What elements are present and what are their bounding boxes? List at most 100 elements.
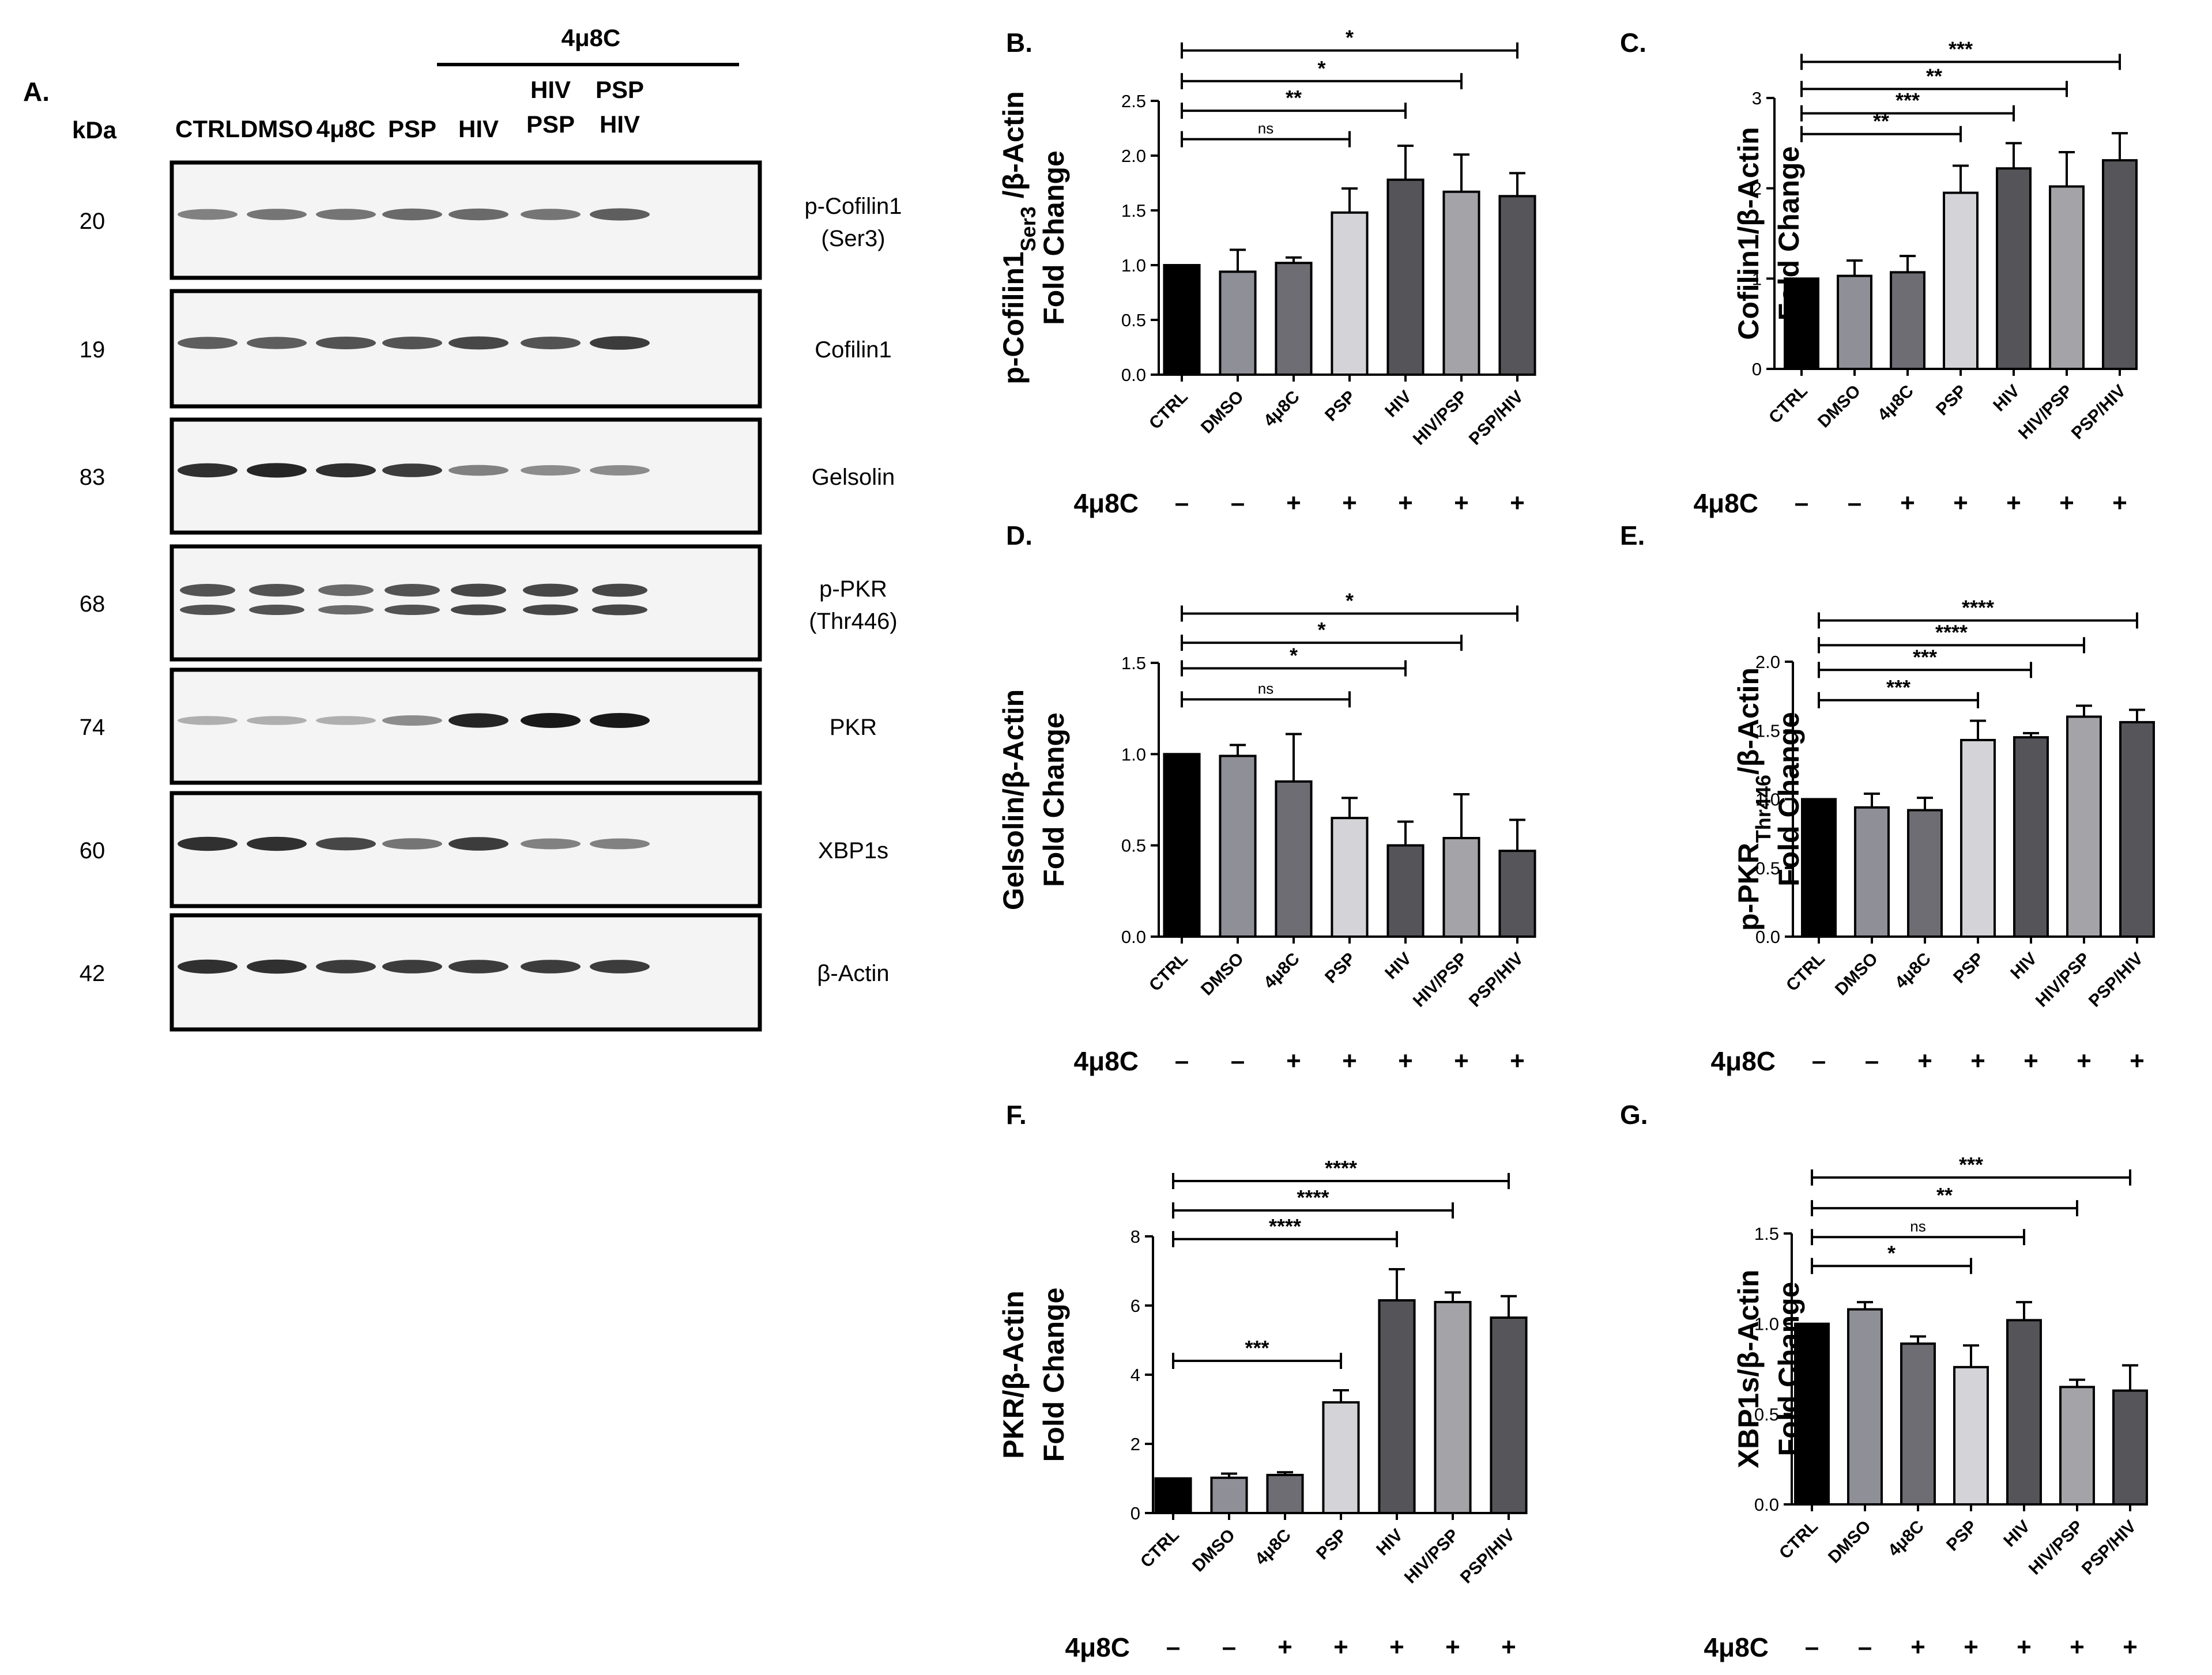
treatment-sign: + [2130,1047,2145,1075]
significance-label: *** [1959,1153,1983,1176]
bar [1322,1401,1360,1514]
blot-band [382,960,442,974]
bar [1386,844,1425,938]
blot-band [178,716,238,725]
y-tick-label: 2.0 [1755,652,1780,672]
significance-label: *** [1245,1336,1269,1360]
panel-label: B. [1006,28,1032,58]
bar [2102,159,2138,370]
blot-band [385,584,440,597]
significance-label: *** [1896,89,1920,112]
blot-band [592,583,647,597]
bar [1442,190,1480,376]
y-tick-label: 0 [1752,359,1762,379]
blot-band [318,584,374,597]
bar [1163,753,1201,938]
blot-band [178,836,238,851]
blot-band [385,605,440,615]
bar [1386,178,1425,376]
y-tick-label: 3 [1752,88,1762,108]
significance-label: *** [1886,676,1910,699]
protein-label: (Ser3) [821,226,885,251]
bar [1943,191,1979,370]
significance-label: ** [1936,1183,1953,1207]
lane-label: HIV [600,111,640,138]
blot-band [178,463,238,478]
y-tick-label: 0.0 [1121,365,1146,385]
chart-c: C.Cofilin1/β-Actin Fold Change0123CTRL–DM… [1620,28,2138,518]
treatment-label: 4μ8C [1073,1046,1139,1076]
y-axis-label: Fold Change [1038,1288,1070,1462]
blot-band [592,604,647,616]
bar [1275,262,1313,376]
protein-label: p-Cofilin1 [805,194,902,219]
y-tick-label: 0.5 [1754,1404,1779,1424]
kda-value: 60 [80,838,105,863]
bar [2059,1386,2095,1506]
blot-band [449,960,508,974]
significance-label: ** [1926,64,1942,88]
bar [1960,738,1996,938]
kda-value: 42 [80,961,105,986]
treatment-sign: + [2023,1047,2038,1075]
bar [1154,1477,1192,1514]
treatment-sign: + [1333,1633,1348,1661]
treatment-sign: + [1510,489,1525,517]
treatment-sign: + [1510,1047,1525,1075]
treatment-sign: – [1805,1633,1819,1661]
y-tick-label: 4 [1131,1365,1140,1385]
bar [2066,715,2102,938]
significance-label: * [1887,1241,1896,1265]
blot-band [449,208,508,221]
bar [1266,1474,1304,1514]
blot-band [180,605,235,615]
y-tick-label: 2.0 [1121,146,1146,166]
y-tick-label: 1.5 [1121,201,1146,221]
treatment-sign: – [1175,1047,1189,1075]
blot-band [590,465,650,476]
blot-band [318,605,374,615]
treatment-sign: + [1970,1047,1985,1075]
bar [1219,754,1257,938]
blot-band [521,465,581,476]
blot-band [249,584,304,597]
panel-label: C. [1620,28,1646,58]
significance-label: *** [1949,37,1973,61]
significance-label: * [1290,644,1298,667]
blot-band [247,836,307,851]
kda-value: 68 [80,591,105,617]
bar [1490,1316,1528,1514]
treatment-sign: + [1953,489,1968,517]
significance-label: ** [1286,86,1302,110]
treatment-sign: + [1454,489,1469,517]
lane-label: 4μ8C [316,115,376,142]
bar [1847,1308,1883,1506]
treatment-sign: – [1166,1633,1180,1661]
significance-label: **** [1297,1186,1329,1209]
blot-band [247,716,307,725]
y-axis-label: Fold Change [1038,712,1070,887]
blot-band [590,838,650,850]
blot-band [521,337,581,349]
y-tick-label: 2 [1131,1434,1140,1454]
y-axis-label: XBP1s/β-Actin [1732,1270,1765,1468]
treatment-sign: + [1389,1633,1404,1661]
bar [1219,270,1257,376]
treatment-header: 4μ8C [562,24,621,51]
y-tick-label: 0.0 [1755,927,1780,947]
protein-label: p-PKR [819,576,887,602]
y-tick-label: 0.5 [1121,836,1146,856]
bar [1794,1322,1830,1506]
blot-band [247,337,307,349]
protein-label: Gelsolin [812,465,895,490]
protein-label: β-Actin [817,961,889,986]
treatment-sign: – [1848,489,1861,517]
blot-band [382,838,442,850]
blot-band [521,960,581,974]
significance-label: ns [1258,120,1273,137]
bar [2049,185,2085,370]
blot-band [521,209,581,220]
significance-label: **** [1962,595,1994,619]
treatment-sign: – [1865,1047,1879,1075]
significance-label: **** [1325,1156,1357,1180]
